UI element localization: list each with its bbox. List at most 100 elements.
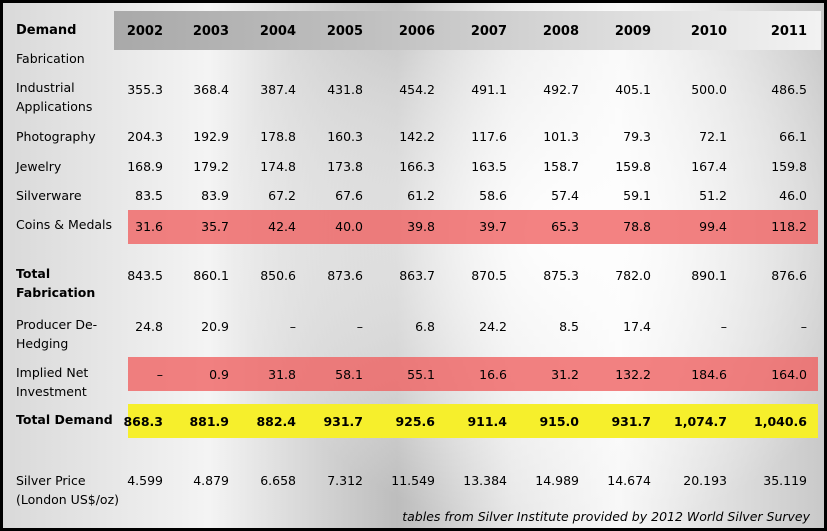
- table-cell: 355.3: [127, 82, 163, 97]
- table-cell: 39.7: [479, 219, 507, 234]
- table-cell: 931.7: [323, 414, 363, 429]
- table-cell: 873.6: [327, 268, 363, 283]
- table-cell: 911.4: [467, 414, 507, 429]
- table-cell: 782.0: [615, 268, 651, 283]
- table-cell: 491.1: [471, 82, 507, 97]
- row-label: Silverware: [16, 188, 82, 203]
- table-cell: 158.7: [543, 159, 579, 174]
- table-cell: 868.3: [123, 414, 163, 429]
- table-cell: 486.5: [771, 82, 807, 97]
- row-label: Industrial Applications: [16, 80, 93, 114]
- table-cell: 117.6: [471, 129, 507, 144]
- table-cell: 142.2: [399, 129, 435, 144]
- table-cell: 24.2: [479, 319, 507, 334]
- table-cell: 6.658: [260, 473, 296, 488]
- table-cell: 132.2: [615, 367, 651, 382]
- row-label: Coins & Medals: [16, 217, 113, 232]
- table-cell: 61.2: [407, 188, 435, 203]
- row-label: Photography: [16, 129, 96, 144]
- table-cell: 890.1: [691, 268, 727, 283]
- table-cell: 31.6: [135, 219, 163, 234]
- table-cell: 160.3: [327, 129, 363, 144]
- total-demand-row-highlight: [128, 404, 818, 438]
- table-cell: 46.0: [779, 188, 807, 203]
- table-cell: 174.8: [260, 159, 296, 174]
- table-cell: 931.7: [611, 414, 651, 429]
- table-cell: 431.8: [327, 82, 363, 97]
- table-cell: 58.6: [479, 188, 507, 203]
- table-cell: 11.549: [391, 473, 435, 488]
- table-cell: 860.1: [193, 268, 229, 283]
- corner-header: Demand: [16, 23, 77, 38]
- table-cell: 850.6: [260, 268, 296, 283]
- table-cell: 31.8: [268, 367, 296, 382]
- table-cell: 204.3: [127, 129, 163, 144]
- table-cell: 14.674: [607, 473, 651, 488]
- table-cell: 17.4: [623, 319, 651, 334]
- table-cell: 101.3: [543, 129, 579, 144]
- table-cell: 368.4: [193, 82, 229, 97]
- table-cell: 20.9: [201, 319, 229, 334]
- table-cell: 66.1: [779, 129, 807, 144]
- table-cell: 167.4: [691, 159, 727, 174]
- table-cell: 99.4: [699, 219, 727, 234]
- table-cell: 78.8: [623, 219, 651, 234]
- table-cell: 166.3: [399, 159, 435, 174]
- year-header-2003: 2003: [192, 24, 229, 39]
- table-cell: 65.3: [551, 219, 579, 234]
- table-cell: 179.2: [193, 159, 229, 174]
- row-label: Total Fabrication: [16, 266, 96, 300]
- table-cell: 51.2: [699, 188, 727, 203]
- table-cell: –: [720, 319, 727, 334]
- table-cell: 13.384: [463, 473, 507, 488]
- year-header-2004: 2004: [259, 24, 296, 39]
- row-label: Implied Net Investment: [16, 365, 89, 399]
- table-cell: 83.9: [201, 188, 229, 203]
- table-cell: 4.599: [127, 473, 163, 488]
- table-cell: 387.4: [260, 82, 296, 97]
- table-cell: 40.0: [335, 219, 363, 234]
- source-caption: tables from Silver Institute provided by…: [402, 509, 810, 524]
- table-cell: 876.6: [771, 268, 807, 283]
- table-cell: 72.1: [699, 129, 727, 144]
- table-cell: 159.8: [615, 159, 651, 174]
- table-cell: 67.2: [268, 188, 296, 203]
- year-header-2002: 2002: [126, 24, 163, 39]
- table-cell: 1,074.7: [674, 414, 727, 429]
- table-cell: 58.1: [335, 367, 363, 382]
- table-cell: 6.8: [415, 319, 435, 334]
- table-cell: 35.119: [763, 473, 807, 488]
- table-cell: 875.3: [543, 268, 579, 283]
- year-header-band: [114, 11, 821, 50]
- table-cell: 8.5: [559, 319, 579, 334]
- table-cell: 882.4: [256, 414, 296, 429]
- table-cell: 500.0: [691, 82, 727, 97]
- row-label: Producer De-Hedging: [16, 317, 98, 351]
- table-cell: 843.5: [127, 268, 163, 283]
- table-cell: 178.8: [260, 129, 296, 144]
- table-cell: –: [356, 319, 363, 334]
- table-cell: 83.5: [135, 188, 163, 203]
- table-cell: 4.879: [193, 473, 229, 488]
- table-cell: 405.1: [615, 82, 651, 97]
- table-cell: 20.193: [683, 473, 727, 488]
- coins-row-highlight: [128, 210, 818, 244]
- table-cell: 164.0: [771, 367, 807, 382]
- year-header-2009: 2009: [614, 24, 651, 39]
- table-cell: 55.1: [407, 367, 435, 382]
- row-label: Total Demand: [16, 412, 113, 427]
- table-cell: 454.2: [399, 82, 435, 97]
- table-cell: 14.989: [535, 473, 579, 488]
- table-cell: –: [156, 367, 163, 382]
- year-header-2008: 2008: [542, 24, 579, 39]
- table-cell: 0.9: [209, 367, 229, 382]
- table-cell: 118.2: [771, 219, 807, 234]
- table-cell: 163.5: [471, 159, 507, 174]
- table-cell: 184.6: [691, 367, 727, 382]
- table-cell: 35.7: [201, 219, 229, 234]
- table-cell: 159.8: [771, 159, 807, 174]
- implied-investment-row-highlight: [128, 357, 818, 391]
- row-label: Jewelry: [16, 159, 62, 174]
- year-header-2005: 2005: [326, 24, 363, 39]
